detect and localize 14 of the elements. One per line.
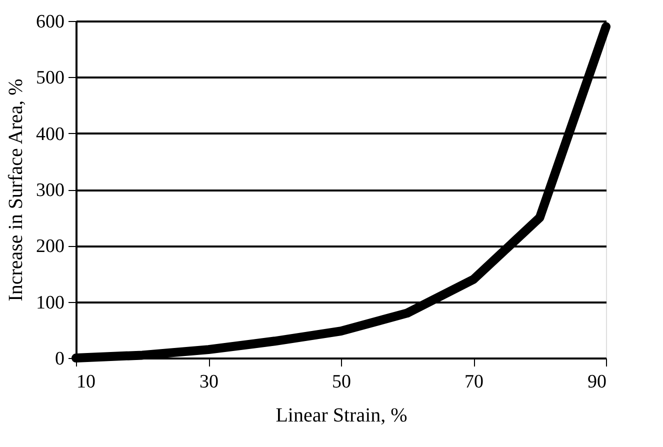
y-tick-label: 600 bbox=[36, 12, 64, 32]
y-tick-label: 0 bbox=[55, 348, 64, 370]
x-tick-label: 50 bbox=[332, 372, 351, 392]
y-tick-label: 500 bbox=[36, 68, 64, 89]
y-axis-title: Increase in Surface Area, % bbox=[5, 78, 27, 302]
x-tick-label: 90 bbox=[588, 372, 606, 392]
x-tick-label: 30 bbox=[200, 372, 218, 392]
y-tick-label: 300 bbox=[36, 180, 64, 201]
y-tick-label: 200 bbox=[36, 236, 64, 258]
x-axis-title: Linear Strain, % bbox=[276, 404, 408, 426]
x-tick-label: 10 bbox=[76, 372, 96, 392]
y-tick-label: 400 bbox=[36, 124, 64, 145]
x-tick-label: 70 bbox=[464, 372, 484, 392]
y-tick-label: 100 bbox=[36, 292, 64, 314]
